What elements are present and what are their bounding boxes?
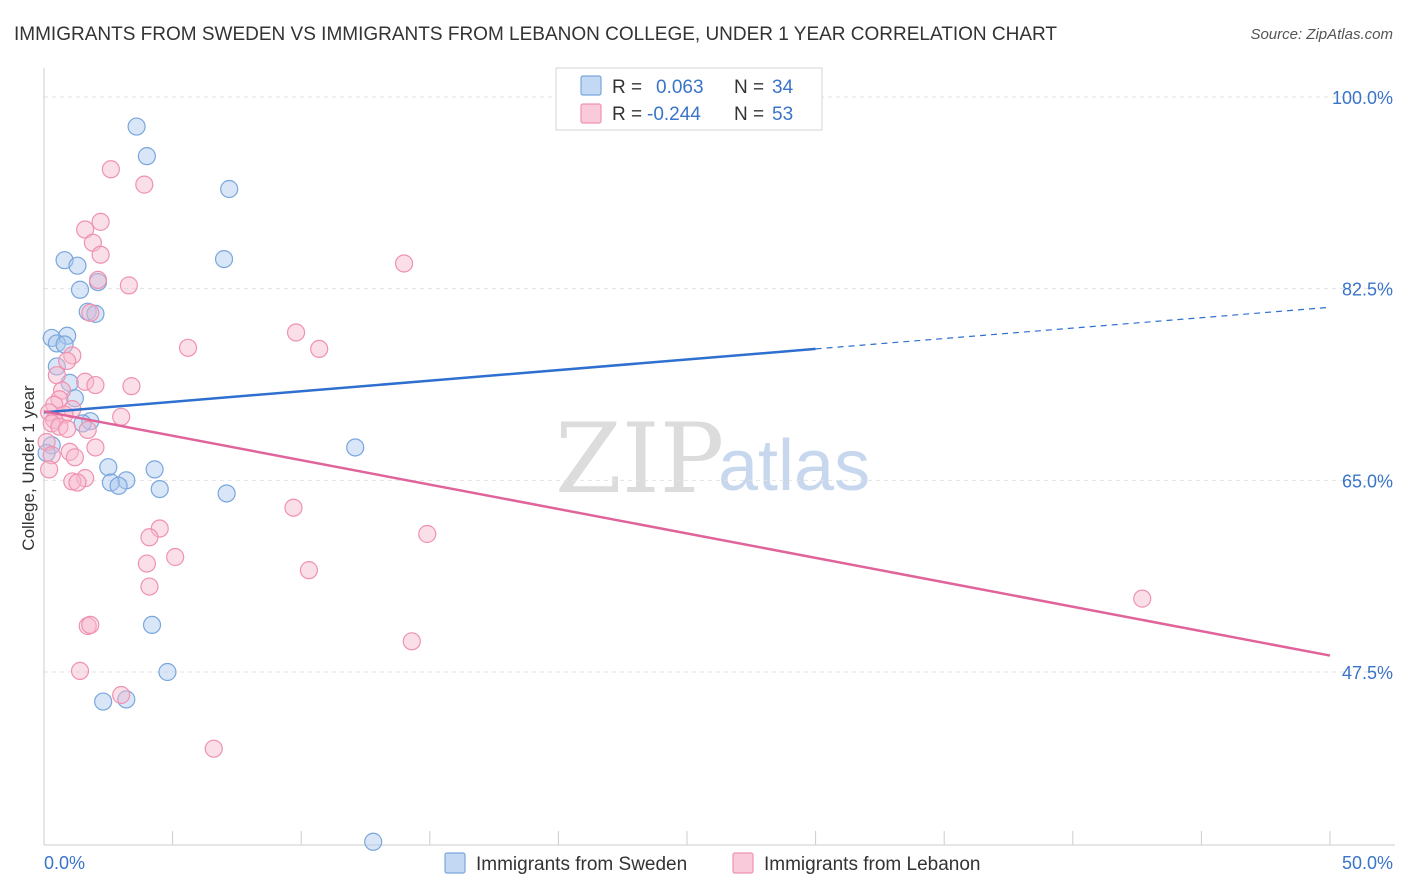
point-lebanon	[112, 407, 131, 426]
y-axis-label: College, Under 1 year	[19, 385, 38, 551]
point-sweden	[70, 280, 90, 299]
point-lebanon	[140, 577, 159, 596]
point-sweden	[145, 460, 164, 479]
point-sweden	[47, 334, 66, 353]
point-lebanon	[91, 245, 110, 264]
watermark-zip: ZIP	[555, 403, 724, 515]
chart-source: Source: ZipAtlas.com	[1250, 26, 1393, 43]
series-legend-swatch-lebanon	[732, 852, 754, 874]
point-sweden	[137, 147, 156, 166]
point-lebanon	[166, 547, 185, 567]
legend-swatch-sweden	[580, 75, 602, 96]
point-lebanon	[137, 554, 156, 573]
series-legend: Immigrants from Sweden Immigrants from L…	[444, 852, 981, 875]
point-lebanon	[86, 438, 105, 457]
point-sweden	[217, 484, 236, 503]
point-lebanon	[122, 377, 141, 396]
scatter-points	[37, 71, 1152, 851]
point-sweden	[68, 256, 87, 275]
trend-line-sweden-extension	[815, 306, 1331, 350]
y-tick-label: 47.5%	[1342, 663, 1393, 683]
point-lebanon	[135, 175, 154, 194]
point-lebanon	[402, 632, 421, 651]
point-lebanon	[76, 372, 95, 391]
series-legend-label-lebanon: Immigrants from Lebanon	[764, 854, 981, 875]
y-tick-label: 100.0%	[1332, 88, 1393, 108]
point-lebanon	[299, 561, 319, 580]
point-lebanon	[63, 346, 82, 365]
point-lebanon	[88, 270, 108, 290]
legend-sweden-n-label: N =	[734, 77, 764, 98]
legend-sweden-r-value: 0.063	[656, 77, 704, 98]
point-sweden	[142, 615, 162, 635]
stats-legend: R = 0.063 N = 34 R = -0.244 N = 53	[555, 67, 823, 131]
legend-lebanon-r-value: -0.244	[647, 104, 701, 125]
point-lebanon	[58, 351, 77, 371]
point-lebanon	[81, 303, 100, 322]
x-tick-label-min: 0.0%	[44, 853, 85, 873]
point-sweden	[99, 458, 118, 477]
point-lebanon	[284, 498, 303, 517]
watermark-atlas: atlas	[718, 426, 870, 506]
point-lebanon	[68, 473, 87, 492]
point-lebanon	[112, 685, 131, 705]
legend-lebanon-n-label: N =	[734, 104, 764, 125]
point-lebanon	[78, 420, 97, 440]
legend-sweden-r-label: R =	[612, 77, 642, 98]
point-sweden	[127, 117, 146, 136]
point-lebanon	[58, 419, 77, 438]
legend-lebanon-n-value: 53	[772, 104, 793, 125]
point-lebanon	[119, 276, 138, 295]
point-lebanon	[394, 254, 414, 273]
y-tick-label: 65.0%	[1342, 471, 1393, 491]
point-sweden	[158, 662, 177, 682]
point-lebanon	[310, 339, 329, 359]
chart-title: IMMIGRANTS FROM SWEDEN VS IMMIGRANTS FRO…	[14, 24, 1057, 45]
point-sweden	[220, 179, 239, 199]
trend-lines	[43, 306, 1331, 657]
series-legend-label-sweden: Immigrants from Sweden	[476, 854, 687, 875]
x-tick-marks	[43, 831, 1331, 845]
point-lebanon	[70, 661, 90, 681]
point-lebanon	[286, 323, 306, 342]
point-sweden	[364, 832, 383, 851]
trend-line-sweden	[43, 347, 816, 414]
legend-lebanon-r-label: R =	[612, 104, 642, 125]
point-lebanon	[65, 448, 84, 467]
gridlines	[44, 96, 1395, 673]
legend-swatch-lebanon	[580, 103, 602, 124]
point-lebanon	[47, 366, 66, 385]
point-sweden	[109, 476, 128, 495]
point-lebanon	[81, 615, 100, 635]
point-lebanon	[418, 524, 437, 544]
series-legend-swatch-sweden	[444, 852, 466, 874]
point-lebanon	[40, 460, 59, 479]
point-sweden	[150, 479, 169, 499]
y-tick-labels: 100.0% 82.5% 65.0% 47.5%	[1332, 88, 1393, 683]
trend-line-lebanon	[43, 410, 1331, 657]
point-lebanon	[42, 446, 61, 465]
point-lebanon	[204, 739, 223, 758]
point-lebanon	[60, 442, 79, 461]
point-lebanon	[140, 528, 159, 547]
point-sweden	[94, 692, 113, 711]
point-lebanon	[1133, 589, 1152, 608]
point-sweden	[214, 249, 234, 269]
x-tick-label-max: 50.0%	[1342, 853, 1393, 873]
point-lebanon	[101, 160, 120, 179]
point-lebanon	[91, 212, 110, 231]
point-lebanon	[178, 338, 198, 357]
legend-sweden-n-value: 34	[772, 77, 794, 98]
point-sweden	[346, 438, 365, 457]
y-tick-label: 82.5%	[1342, 280, 1393, 300]
point-lebanon	[86, 375, 105, 395]
